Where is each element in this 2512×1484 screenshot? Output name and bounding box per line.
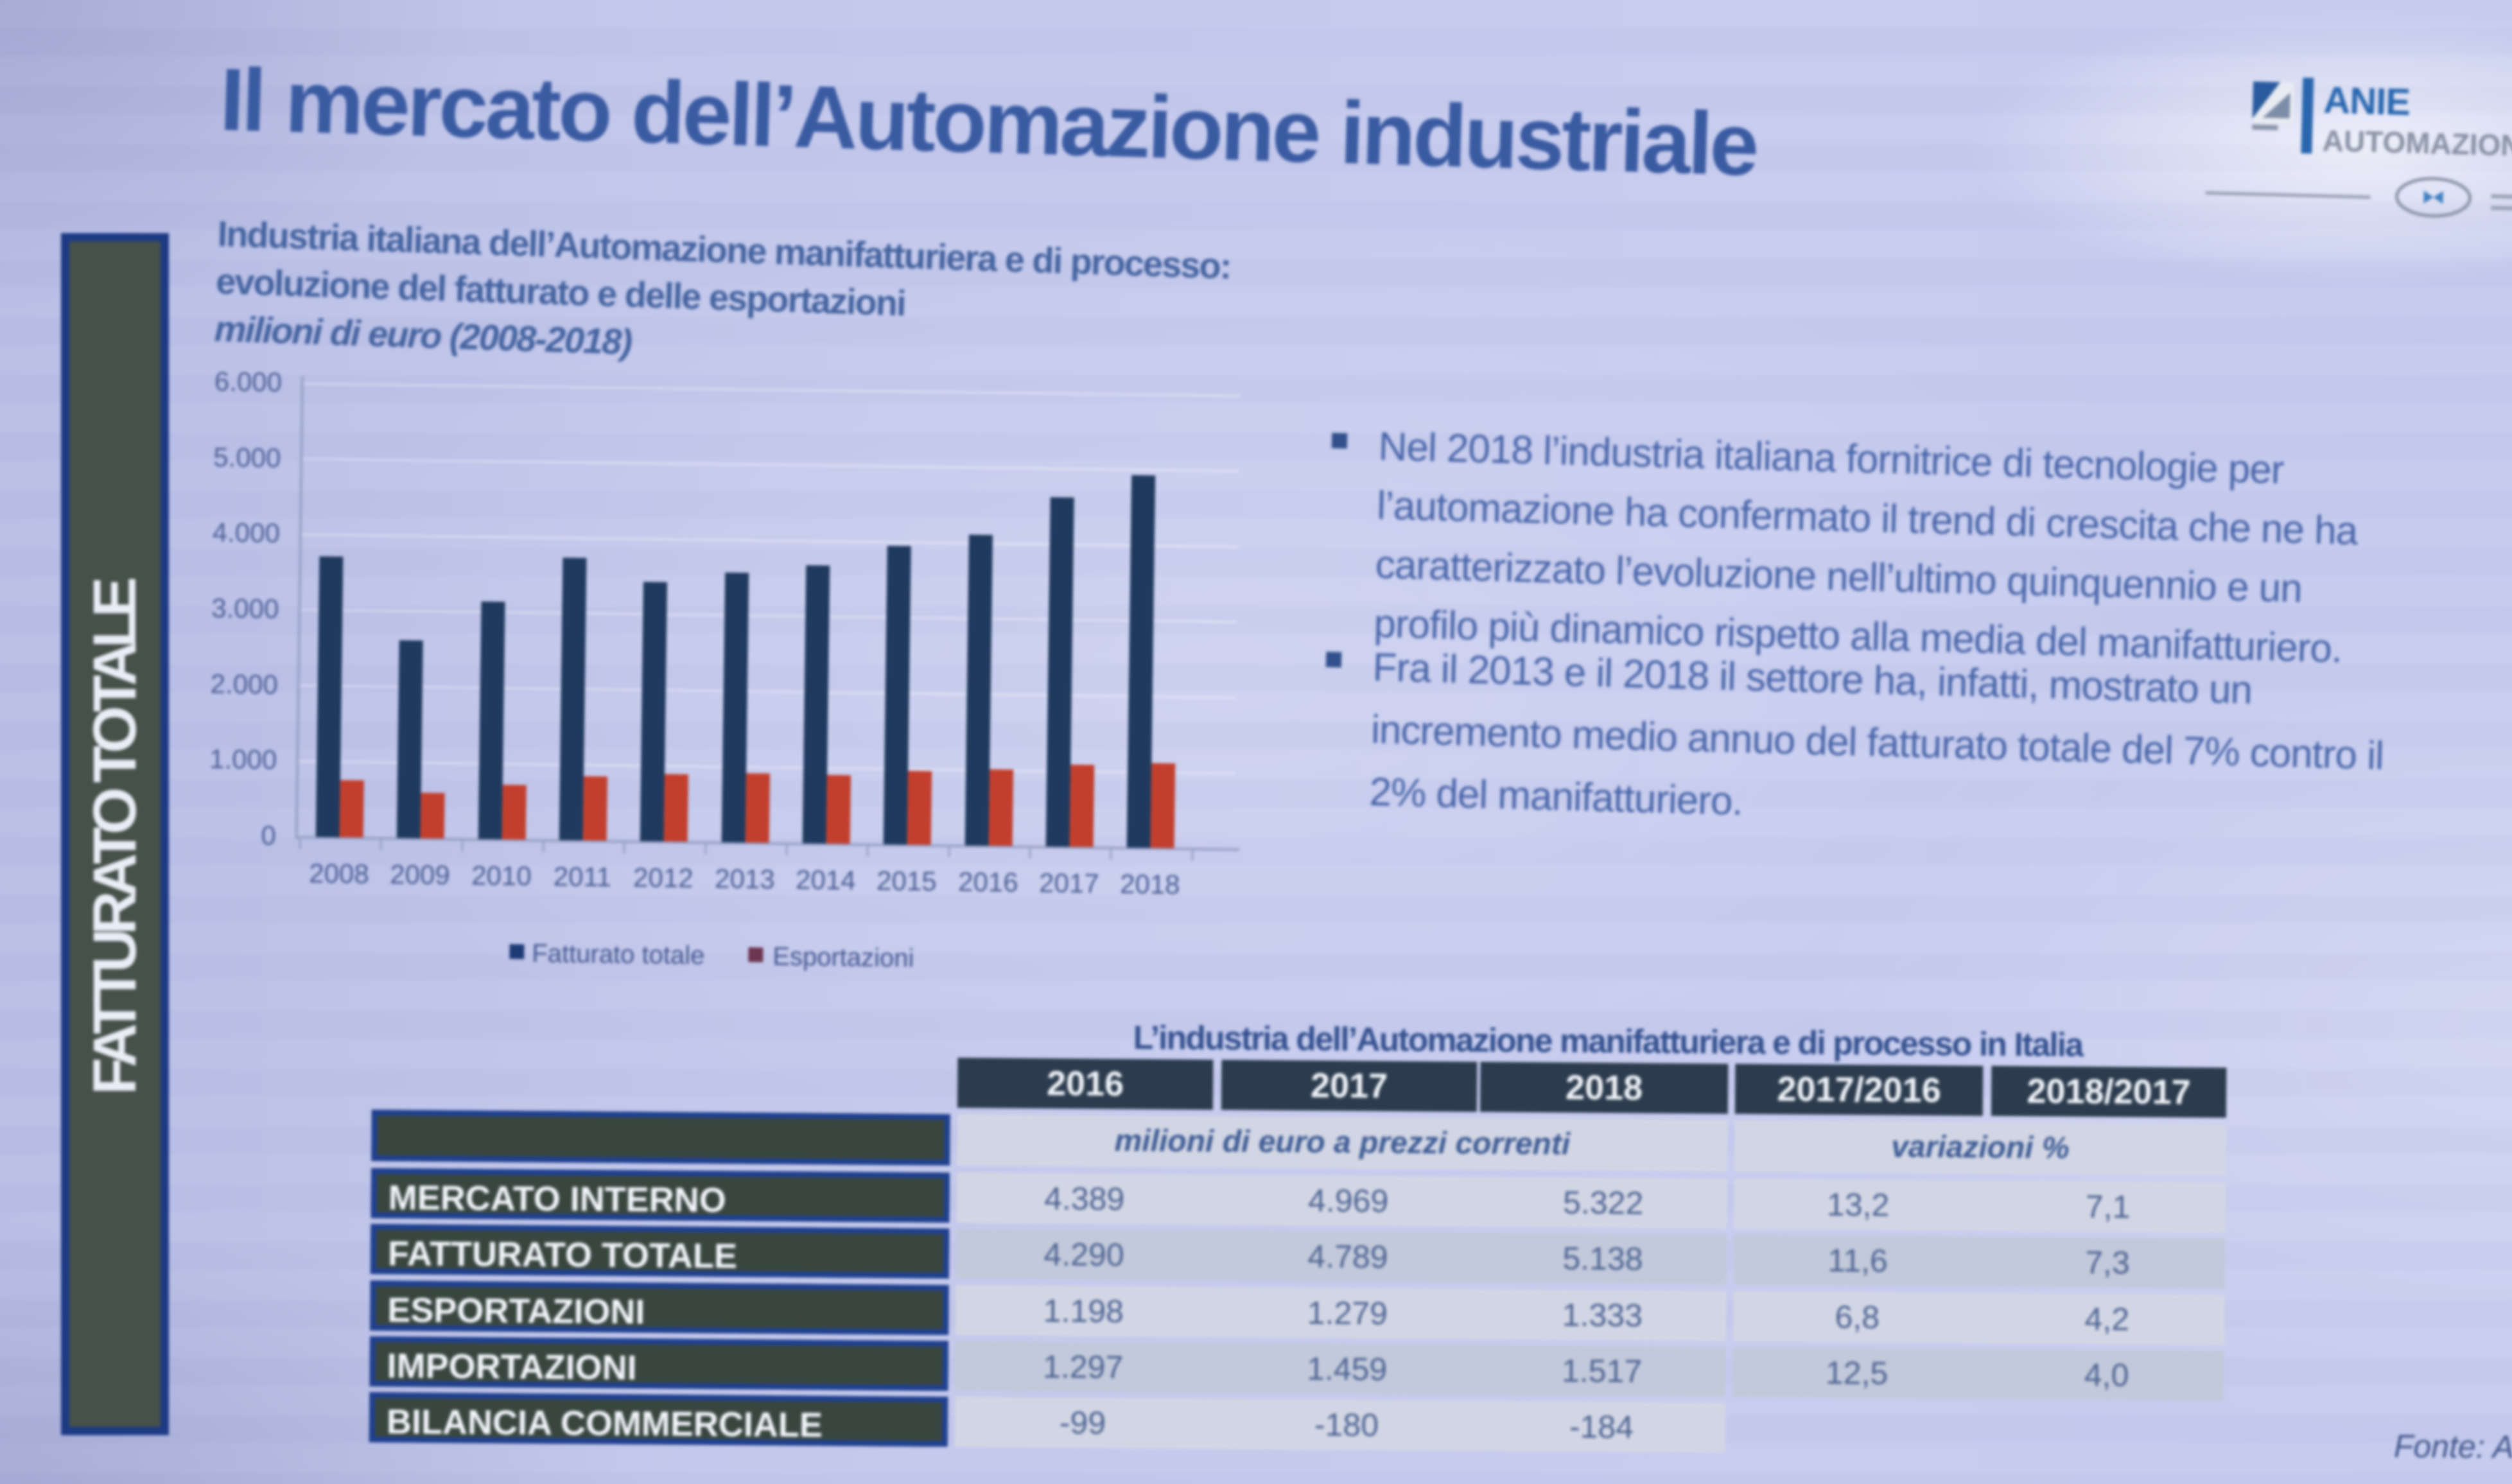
svg-text:ANIE: ANIE [2323,80,2411,124]
svg-text:AUTOMAZIONE: AUTOMAZIONE [2322,124,2512,163]
